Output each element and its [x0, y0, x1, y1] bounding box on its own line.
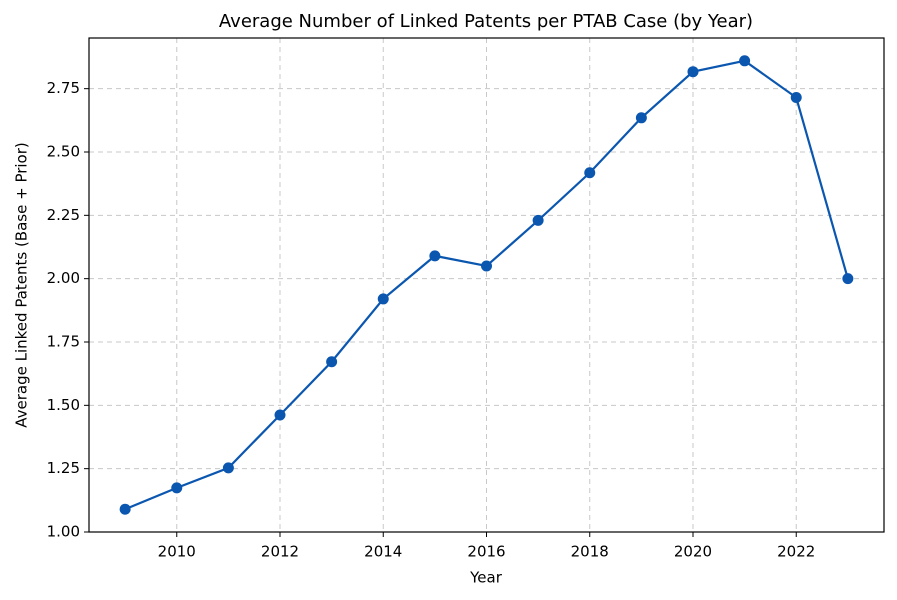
- chart-title: Average Number of Linked Patents per PTA…: [219, 11, 753, 32]
- y-tick-label: 2.25: [47, 206, 80, 224]
- y-tick-label: 1.00: [47, 523, 80, 541]
- y-axis-label: Average Linked Patents (Base + Prior): [13, 142, 31, 428]
- data-point: [481, 260, 492, 272]
- data-point: [687, 66, 699, 78]
- x-tick-label: 2014: [364, 543, 402, 561]
- data-point: [635, 112, 647, 124]
- y-tick-label: 2.75: [47, 79, 80, 97]
- x-tick-label: 2010: [158, 543, 196, 561]
- data-point: [739, 55, 751, 67]
- data-point: [119, 503, 131, 515]
- plot-frame: [88, 37, 885, 533]
- y-tick-label: 1.50: [47, 396, 80, 414]
- data-point: [790, 92, 802, 104]
- data-point: [222, 462, 234, 474]
- x-axis-label: Year: [469, 569, 503, 587]
- x-tick-label: 2018: [571, 543, 609, 561]
- x-tick-label: 2016: [467, 543, 505, 561]
- data-point: [326, 356, 338, 368]
- y-tick-label: 2.00: [47, 269, 80, 287]
- data-point: [429, 250, 441, 262]
- data-point: [842, 273, 854, 285]
- y-tick-label: 2.50: [47, 143, 80, 161]
- data-point: [584, 167, 596, 179]
- x-tick-label: 2012: [261, 543, 299, 561]
- y-tick-label: 1.75: [47, 333, 80, 351]
- y-tick-label: 1.25: [47, 459, 80, 477]
- data-point: [377, 293, 389, 305]
- data-point: [274, 409, 286, 421]
- data-point: [532, 214, 544, 226]
- x-tick-label: 2020: [674, 543, 712, 561]
- x-tick-label: 2022: [777, 543, 815, 561]
- data-point: [171, 482, 183, 494]
